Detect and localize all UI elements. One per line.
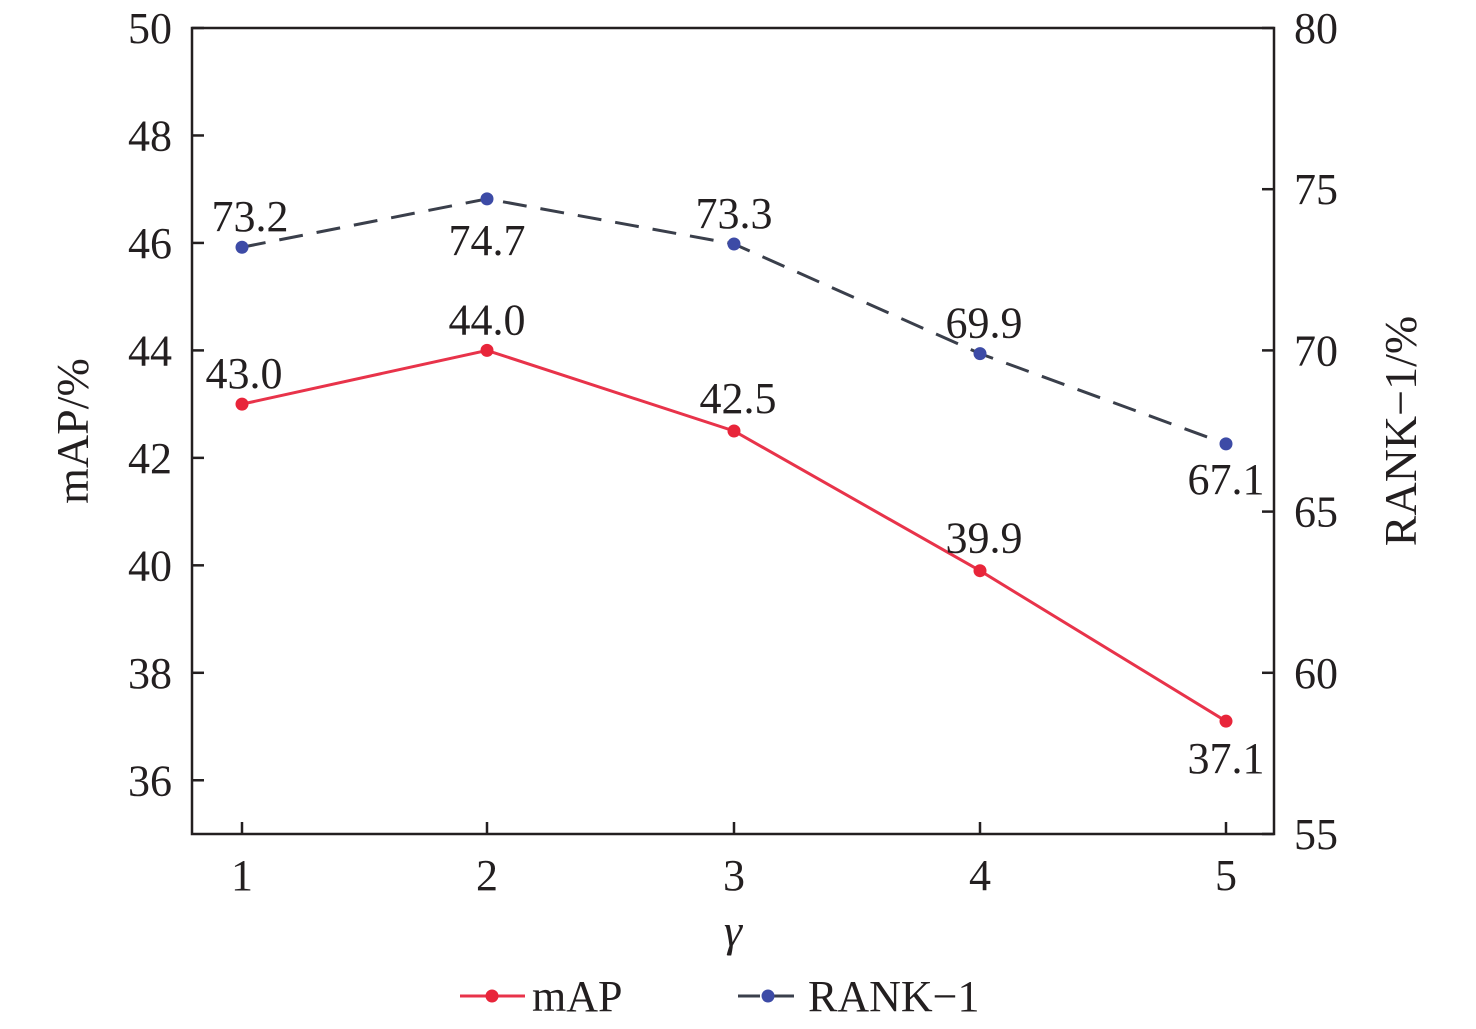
right-tick-label: 55	[1294, 810, 1338, 859]
map-point	[727, 424, 741, 438]
rank1-data-label: 74.7	[449, 216, 526, 265]
rank1-point	[1219, 437, 1233, 451]
map-point	[235, 397, 249, 411]
x-tick-label: 2	[476, 851, 498, 900]
map-point	[480, 343, 494, 357]
x-tick-label: 5	[1215, 851, 1237, 900]
right-y-axis: 55 60 65 70 75 80	[1262, 4, 1338, 859]
x-tick-label: 4	[969, 851, 991, 900]
map-data-label: 42.5	[700, 374, 777, 423]
rank1-data-label: 69.9	[946, 299, 1023, 348]
legend-map-marker	[485, 989, 499, 1003]
rank1-point	[480, 192, 494, 206]
rank1-point	[973, 347, 987, 361]
left-tick-label: 46	[128, 219, 172, 268]
map-data-label: 44.0	[449, 295, 526, 344]
rank1-data-label: 73.2	[212, 192, 289, 241]
map-data-label: 39.9	[946, 514, 1023, 563]
left-tick-label: 36	[128, 756, 172, 805]
x-tick-label: 1	[231, 851, 253, 900]
legend: mAP RANK−1	[460, 972, 980, 1021]
left-y-axis: 36 38 40 42 44 46 48 50	[128, 4, 204, 805]
map-data-label: 37.1	[1188, 734, 1265, 783]
left-tick-label: 42	[128, 434, 172, 483]
left-tick-label: 48	[128, 111, 172, 160]
map-data-label: 43.0	[206, 349, 283, 398]
data-labels: 43.0 44.0 42.5 39.9 37.1 73.2 74.7 73.3 69.9 67.1	[206, 189, 1265, 783]
right-tick-label: 70	[1294, 326, 1338, 375]
right-tick-label: 60	[1294, 649, 1338, 698]
map-point	[973, 564, 987, 578]
x-tick-label: 3	[723, 851, 745, 900]
left-tick-label: 50	[128, 4, 172, 53]
rank1-point	[235, 240, 249, 254]
map-point	[1219, 714, 1233, 728]
legend-map-label: mAP	[532, 972, 622, 1021]
left-tick-label: 38	[128, 649, 172, 698]
legend-rank1-marker	[761, 989, 775, 1003]
left-tick-label: 44	[128, 326, 172, 375]
right-tick-label: 65	[1294, 488, 1338, 537]
left-tick-label: 40	[128, 541, 172, 590]
right-axis-title: RANK−1/%	[1375, 316, 1426, 546]
x-axis: 1 2 3 4 5	[231, 822, 1237, 900]
right-tick-label: 80	[1294, 4, 1338, 53]
x-axis-title: γ	[724, 905, 744, 956]
left-axis-title: mAP/%	[47, 358, 98, 504]
series-layer	[235, 192, 1233, 728]
rank1-data-label: 73.3	[696, 189, 773, 238]
rank1-data-label: 67.1	[1188, 455, 1265, 504]
rank1-point	[727, 237, 741, 251]
right-tick-label: 75	[1294, 165, 1338, 214]
legend-rank1-label: RANK−1	[808, 972, 980, 1021]
